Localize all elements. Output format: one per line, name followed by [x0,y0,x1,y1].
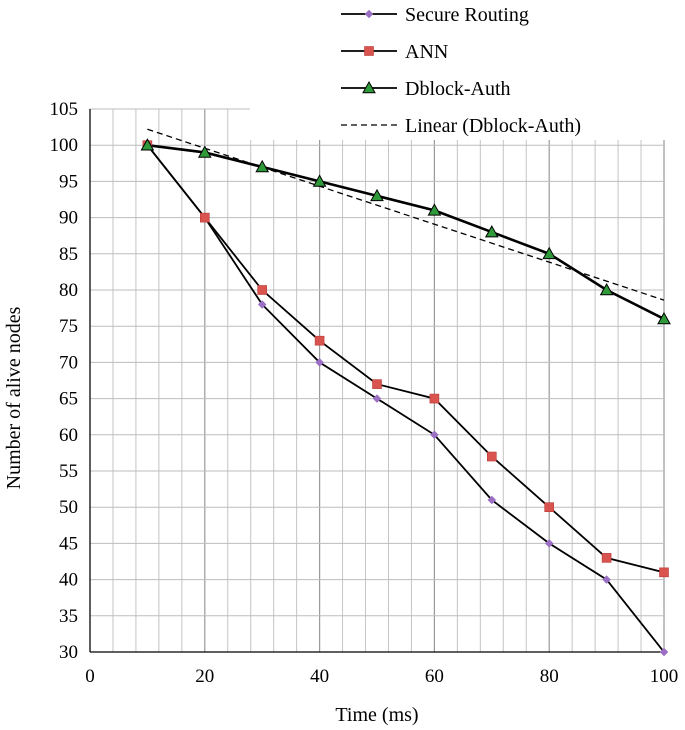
x-tick-label: 60 [425,666,444,687]
series-line-dblock-auth [147,143,665,321]
point-dblock-auth [657,311,671,325]
series-lines [146,143,665,653]
x-tick-label: 20 [195,666,214,687]
y-tick-label: 55 [59,461,78,482]
point-secure-routing [257,300,267,309]
legend: Secure Routing ANN Dblock-Auth Linear (Dblo… [341,4,581,137]
y-tick-label: 60 [59,425,78,446]
point-dblock-auth [197,145,212,158]
legend-panel [250,0,685,140]
x-tick-label: 0 [85,666,95,687]
legend-label-linear-dblock-auth-: Linear (Dblock-Auth) [405,115,581,137]
point-ann [257,285,268,295]
y-tick-label: 45 [59,533,78,554]
point-secure-routing [602,575,611,584]
point-dblock-auth [140,138,155,151]
point-dblock-auth [427,203,442,216]
point-ann [429,393,440,404]
y-tick-label: 30 [59,642,78,663]
point-secure-routing [659,647,669,657]
x-tick-label: 40 [310,666,329,687]
point-secure-routing [315,358,324,367]
point-ann [544,502,555,513]
point-dblock-auth [599,282,614,296]
point-ann [200,212,210,223]
legend-background [250,0,685,140]
axes [89,109,664,653]
y-tick-label: 90 [59,208,78,229]
series-line-secure-routing [146,144,665,653]
series-markers [140,138,671,657]
point-secure-routing [487,495,497,505]
point-dblock-auth [484,225,499,238]
point-secure-routing [372,394,382,403]
y-tick-label: 70 [59,352,78,373]
y-tick-label: 75 [59,316,78,337]
x-tick-label: 80 [540,666,559,687]
point-dblock-auth [312,174,327,187]
legend-marker-dblock-auth [362,80,376,94]
point-ann [314,335,325,346]
y-tick-label: 35 [59,606,78,627]
y-tick-label: 105 [50,99,79,120]
legend-marker-secure-routing [364,9,374,19]
y-tick-label: 100 [50,135,79,156]
legend-label-secure-routing: Secure Routing [405,4,529,26]
legend-label-dblock-auth: Dblock-Auth [405,78,511,100]
series-line-ann [146,144,665,574]
y-axis-title: Number of alive nodes [3,306,25,489]
y-tick-label: 50 [59,497,78,518]
grid-lines [89,108,665,653]
x-tick-label: 100 [650,666,679,687]
y-tick-label: 95 [59,171,78,192]
y-tick-label: 40 [59,570,78,591]
x-axis-title: Time (ms) [335,704,418,726]
legend-marker-ann [364,46,374,56]
trendline-layer [147,128,665,301]
point-secure-routing [544,539,554,548]
point-ann [601,553,612,563]
y-tick-label: 65 [59,389,78,410]
x-tick-labels: 0 20 40 60 80 100 [85,666,678,687]
point-ann [372,379,382,389]
y-tick-label: 85 [59,244,78,265]
point-ann [659,567,669,578]
point-secure-routing [430,430,439,440]
point-ann [486,451,497,462]
y-tick-label: 80 [59,280,78,301]
point-dblock-auth [542,246,557,260]
y-tick-labels: 30 35 40 45 50 55 60 65 70 75 80 85 90 95 100 105 [50,99,79,663]
point-dblock-auth [255,159,270,173]
point-dblock-auth [370,188,384,202]
trendline-linear-dblock-auth [147,128,665,301]
legend-label-ann: ANN [405,41,448,63]
